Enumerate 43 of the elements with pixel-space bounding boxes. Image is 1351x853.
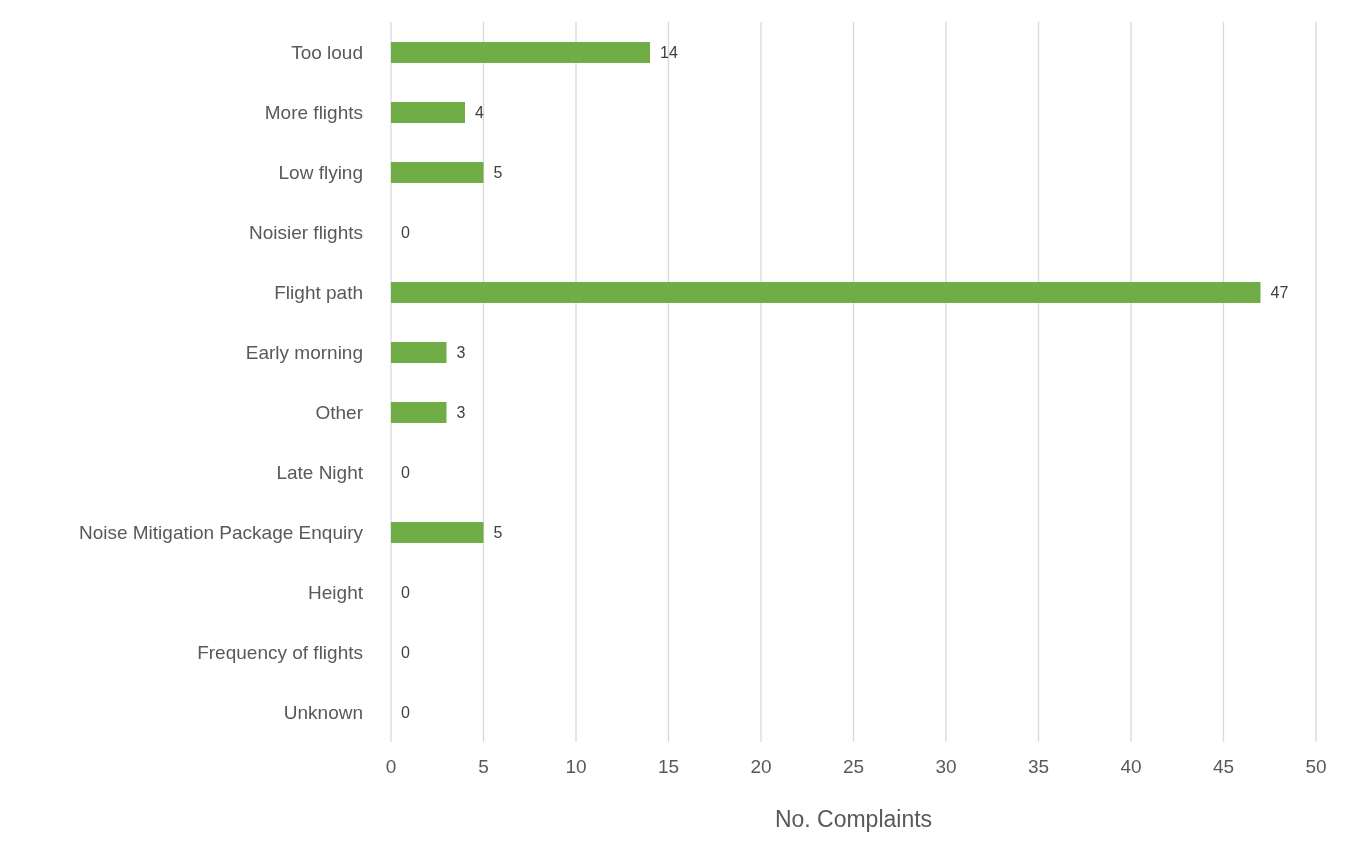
x-tick-label: 35 xyxy=(1027,756,1050,778)
data-label: 5 xyxy=(493,163,503,181)
bar xyxy=(391,522,484,543)
data-label: 0 xyxy=(401,463,410,481)
y-tick-label: Noisier flights xyxy=(248,221,363,243)
y-tick-label: Late Night xyxy=(276,461,364,483)
x-tick-label: 50 xyxy=(1305,756,1327,778)
bar xyxy=(391,162,484,183)
y-tick-label: Unknown xyxy=(283,701,363,723)
x-tick-label: 0 xyxy=(385,756,397,778)
x-tick-label: 20 xyxy=(750,756,772,778)
data-label: 47 xyxy=(1270,283,1289,301)
y-tick-label: Other xyxy=(315,401,364,423)
data-label: 0 xyxy=(401,223,410,241)
x-tick-label: 5 xyxy=(478,756,489,778)
y-tick-label: Frequency of flights xyxy=(197,641,363,663)
x-tick-label: 40 xyxy=(1120,756,1142,778)
y-tick-label: Too loud xyxy=(291,41,363,63)
bar xyxy=(391,102,465,123)
data-label: 5 xyxy=(493,523,503,541)
x-axis-title: No. Complaints xyxy=(774,806,933,832)
data-label: 3 xyxy=(456,403,466,421)
y-tick-label: Flight path xyxy=(274,281,363,303)
y-tick-label: Noise Mitigation Package Enquiry xyxy=(78,521,364,543)
y-tick-label: Low flying xyxy=(278,161,363,183)
data-label: 0 xyxy=(401,583,410,601)
x-tick-label: 45 xyxy=(1212,756,1235,778)
data-label: 14 xyxy=(660,43,678,61)
x-tick-label: 30 xyxy=(935,756,957,778)
y-tick-label: Early morning xyxy=(245,341,363,363)
y-tick-label: Height xyxy=(308,581,364,603)
x-tick-label: 25 xyxy=(842,756,865,778)
data-label: 0 xyxy=(401,643,410,661)
bar xyxy=(391,282,1261,303)
x-tick-label: 10 xyxy=(565,756,587,778)
data-label: 0 xyxy=(401,703,410,721)
data-label: 3 xyxy=(456,343,466,361)
data-label: 4 xyxy=(475,103,484,121)
x-tick-label: 15 xyxy=(657,756,680,778)
bar xyxy=(391,342,447,363)
bar xyxy=(391,42,650,63)
bar xyxy=(391,402,447,423)
y-tick-label: More flights xyxy=(264,101,363,123)
